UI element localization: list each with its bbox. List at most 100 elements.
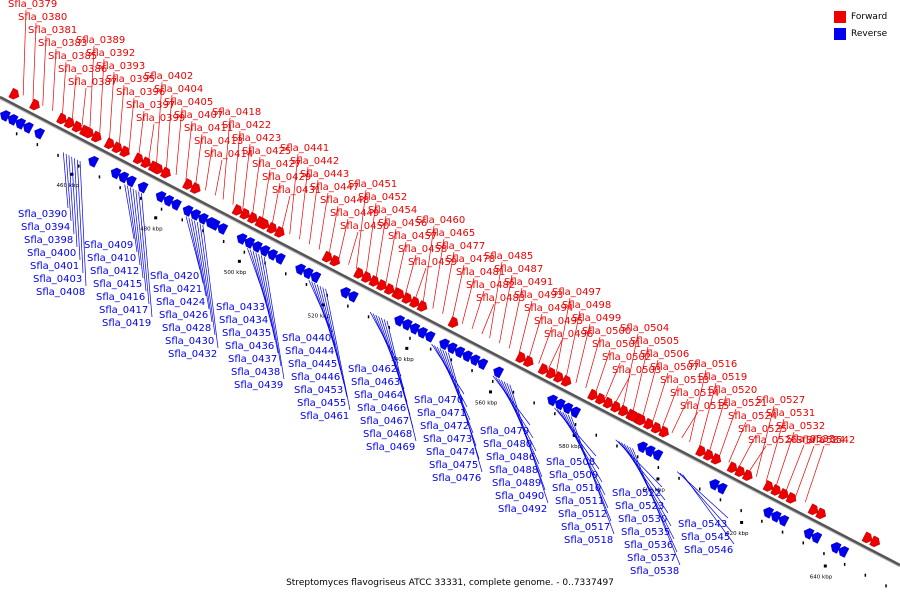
leader-line-forward	[632, 346, 649, 413]
gene-label-reverse: Sfla_0446	[291, 372, 340, 383]
leader-line-reverse	[132, 188, 144, 279]
gene-label-forward: Sfla_0396	[116, 87, 165, 98]
gene-forward-arrow	[726, 461, 738, 474]
tick-label: 480 kbp	[140, 226, 163, 232]
leader-line-forward	[481, 303, 495, 335]
gene-forward-arrow	[447, 316, 459, 328]
leader-line-reverse	[325, 288, 351, 411]
axis-dot	[802, 541, 804, 545]
legend-item-forward: Forward	[834, 8, 892, 25]
gene-label-reverse: Sfla_0433	[216, 302, 265, 313]
leader-line-forward	[414, 267, 427, 300]
gene-reverse-arrow	[137, 181, 149, 194]
gene-label-reverse: Sfla_0435	[222, 328, 271, 339]
gene-label-forward: Sfla_0500	[582, 326, 631, 337]
gene-forward-arrow	[132, 152, 144, 165]
leader-line-reverse	[127, 185, 138, 253]
gene-label-forward: Sfla_0503	[612, 365, 661, 376]
gene-label-forward: Sfla_0496	[544, 329, 593, 340]
leader-line-reverse	[191, 219, 207, 297]
gene-label-forward: Sfla_0525	[738, 424, 787, 435]
gene-label-forward: Sfla_0483	[476, 293, 525, 304]
gene-label-reverse: Sfla_0461	[300, 411, 349, 422]
gene-label-reverse: Sfla_0536	[624, 540, 673, 551]
gene-label-reverse: Sfla_0439	[234, 380, 283, 391]
gene-reverse-arrow	[424, 331, 436, 343]
leader-line-forward	[728, 421, 747, 463]
gene-forward-arrow	[231, 203, 243, 216]
gene-label-forward: Sfla_0460	[416, 215, 465, 226]
axis-shadow	[0, 97, 900, 568]
gene-label-reverse: Sfla_0412	[90, 266, 139, 277]
leader-line-forward	[22, 9, 27, 96]
leader-line-forward	[548, 339, 563, 369]
gene-reverse-arrow	[171, 199, 182, 211]
leader-line-forward	[242, 143, 251, 210]
leader-line-forward	[128, 97, 135, 151]
tick-label: 640 kbp	[810, 574, 833, 580]
gene-label-forward: Sfla_0383	[38, 38, 87, 49]
gene-label-reverse: Sfla_0490	[495, 491, 544, 502]
gene-label-forward: Sfla_0491	[504, 277, 553, 288]
gene-label-forward: Sfla_0450	[340, 221, 389, 232]
leader-line-reverse	[141, 193, 153, 318]
gene-forward-arrow	[321, 250, 333, 263]
gene-forward-arrow	[353, 267, 364, 279]
leader-line-forward	[348, 231, 359, 265]
gene-label-reverse: Sfla_0543	[678, 519, 727, 530]
leader-line-forward	[499, 274, 513, 344]
gene-label-reverse: Sfla_0434	[219, 315, 268, 326]
gene-forward-arrow	[408, 296, 420, 308]
gene-label-forward: Sfla_0493	[514, 290, 563, 301]
gene-label-forward: Sfla_0526	[748, 435, 797, 446]
gene-forward-arrow	[650, 421, 662, 434]
leader-line-forward	[356, 189, 367, 269]
gene-reverse-arrow	[34, 127, 46, 140]
leader-line-reverse	[386, 320, 417, 442]
leader-line-forward	[442, 251, 455, 314]
leader-line-forward	[671, 398, 689, 434]
gene-reverse-arrow	[778, 514, 790, 527]
leader-line-forward	[699, 382, 717, 448]
gene-reverse-arrow	[347, 291, 359, 303]
leader-line-forward	[81, 87, 87, 127]
gene-label-reverse: Sfla_0475	[429, 460, 478, 471]
gene-label-forward: Sfla_0429	[262, 172, 311, 183]
leader-line-forward	[299, 166, 309, 240]
gene-label-forward: Sfla_0454	[368, 205, 417, 216]
leader-line-reverse	[68, 155, 75, 235]
gene-forward-arrow	[63, 116, 75, 129]
leader-line-forward	[118, 84, 125, 146]
gene-label-forward: Sfla_0482	[466, 280, 515, 291]
gene-label-forward: Sfla_0386	[58, 64, 107, 75]
axis-dot	[719, 498, 722, 502]
leader-line-forward	[489, 261, 503, 339]
gene-label-forward: Sfla_0441	[280, 143, 329, 154]
gene-label-reverse: Sfla_0474	[426, 447, 475, 458]
leader-line-forward	[432, 238, 445, 309]
axis-dot	[678, 476, 680, 480]
gene-forward-arrow	[329, 254, 341, 267]
gene-label-forward: Sfla_0521	[718, 398, 767, 409]
leader-line-forward	[538, 326, 553, 364]
gene-label-reverse: Sfla_0509	[549, 470, 598, 481]
gene-label-forward: Sfla_0542	[806, 435, 855, 446]
gene-forward-arrow	[8, 87, 20, 100]
gene-label-reverse: Sfla_0464	[354, 390, 403, 401]
leader-line-forward	[508, 287, 523, 349]
leader-line-forward	[738, 434, 757, 468]
leader-line-forward	[365, 202, 377, 274]
gene-label-reverse: Sfla_0535	[621, 527, 670, 538]
gene-label-forward: Sfla_0449	[330, 208, 379, 219]
axis-dot	[409, 336, 411, 340]
gene-label-forward: Sfla_0534	[796, 435, 845, 446]
leader-line-forward	[308, 179, 319, 245]
legend-label-forward: Forward	[851, 11, 888, 22]
gene-label-reverse: Sfla_0510	[552, 483, 601, 494]
axis-dot	[450, 358, 453, 362]
gene-reverse-arrow	[88, 155, 100, 168]
gene-label-forward: Sfla_0413	[194, 136, 243, 147]
gene-forward-arrow	[627, 409, 639, 422]
leader-line-forward	[804, 445, 825, 503]
leader-line-reverse	[261, 255, 282, 367]
